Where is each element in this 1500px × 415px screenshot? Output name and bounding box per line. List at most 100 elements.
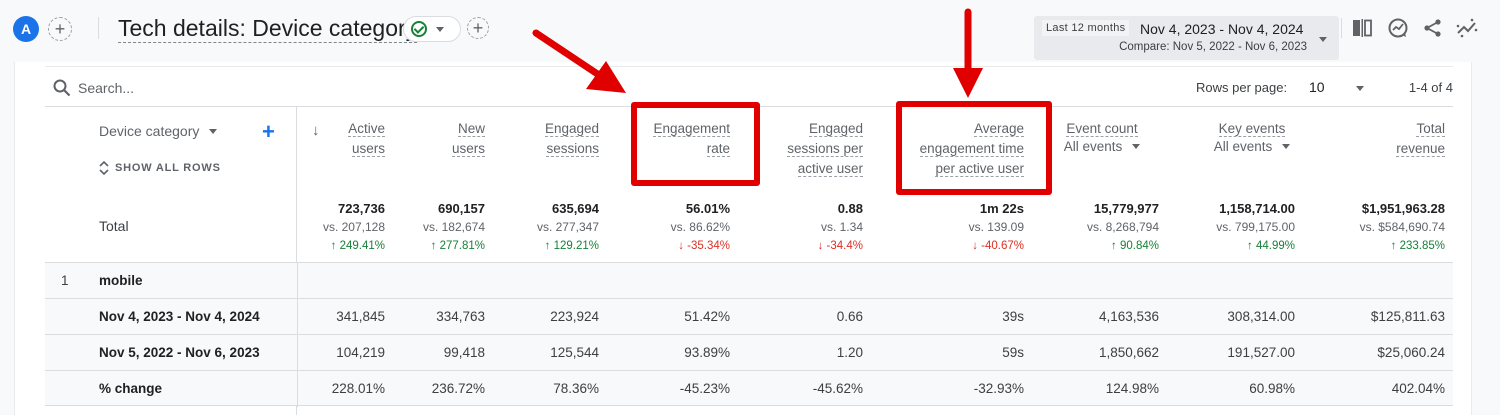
add-filter-button[interactable]: + <box>467 17 489 39</box>
column-divider <box>297 263 298 299</box>
show-all-rows-button[interactable]: SHOW ALL ROWS <box>99 161 221 175</box>
dimension-column <box>45 107 297 415</box>
cell: 223,924 <box>550 309 599 324</box>
header-text: sessions <box>546 141 599 157</box>
column-header-engaged-sessions-per-user[interactable]: Engaged sessions per active user <box>730 119 863 179</box>
column-header-key-events[interactable]: Key events All events <box>1195 119 1309 154</box>
chevron-down-icon[interactable] <box>1356 86 1364 91</box>
compare-trend-icon[interactable] <box>1455 16 1479 40</box>
column-divider <box>297 371 298 407</box>
total-value: 635,694 <box>552 201 599 216</box>
rows-per-page-select[interactable]: 10 <box>1309 79 1325 95</box>
row-dimension: mobile <box>99 273 143 288</box>
cell: 334,763 <box>436 309 485 324</box>
avatar[interactable]: A <box>13 16 39 42</box>
annotation-highlight-engagement-rate <box>631 102 760 186</box>
header-text: revenue <box>1396 141 1445 157</box>
customize-report-icon[interactable] <box>1350 16 1374 40</box>
column-header-event-count[interactable]: Event count All events <box>1045 119 1159 154</box>
total-change: ↑ 90.84% <box>1111 240 1159 252</box>
total-new-users: 690,157 vs. 182,674 ↑ 277.81% <box>385 199 485 256</box>
total-label: Total <box>99 218 129 234</box>
cell: 39s <box>1002 309 1024 324</box>
total-value: 1m 22s <box>979 201 1024 216</box>
show-all-rows-label: SHOW ALL ROWS <box>115 162 221 174</box>
table-row[interactable]: % change 228.01% 236.72% 78.36% -45.23% … <box>45 370 1453 407</box>
total-engaged-sessions: 635,694 vs. 277,347 ↑ 129.21% <box>485 199 599 256</box>
page-title[interactable]: Tech details: Device category <box>118 15 418 43</box>
key-event-filter-select[interactable]: All events <box>1195 139 1309 154</box>
header-text: Key events <box>1218 121 1286 137</box>
annotation-highlight-avg-engagement-time <box>896 101 1052 195</box>
table-row[interactable]: Nov 4, 2023 - Nov 4, 2024 341,845 334,76… <box>45 298 1453 335</box>
total-change: ↑ 233.85% <box>1390 240 1445 252</box>
add-dimension-button[interactable]: + <box>262 119 275 144</box>
cell: 308,314.00 <box>1227 309 1295 324</box>
total-compare: vs. 86.62% <box>670 220 730 234</box>
cell: 99,418 <box>443 345 485 360</box>
total-compare: vs. 207,128 <box>322 220 385 234</box>
divider <box>1341 18 1342 38</box>
date-range-picker[interactable]: Last 12 months Nov 4, 2023 - Nov 4, 2024… <box>1034 16 1339 60</box>
date-range-main: Nov 4, 2023 - Nov 4, 2024 <box>1140 21 1304 37</box>
date-preset-label: Last 12 months <box>1042 20 1130 36</box>
search-input[interactable] <box>78 76 478 100</box>
column-header-new-users[interactable]: New users <box>385 119 485 159</box>
header-text: Event count <box>1066 121 1138 137</box>
total-compare: vs. 139.09 <box>968 220 1024 234</box>
event-filter-select[interactable]: All events <box>1045 139 1159 154</box>
header-text: rate <box>706 141 730 157</box>
cell: 124.98% <box>1105 381 1159 396</box>
row-dimension: Nov 4, 2023 - Nov 4, 2024 <box>99 309 260 324</box>
total-engaged-sessions-per-user: 0.88 vs. 1.34 ↓ -34.4% <box>730 199 863 256</box>
chevron-down-icon <box>1282 144 1291 149</box>
total-change: ↑ 44.99% <box>1247 240 1295 252</box>
column-header-active-users[interactable]: Active users <box>285 119 385 159</box>
column-header-avg-engagement-time[interactable]: Average engagement time per active user <box>863 119 1024 179</box>
dimension-selector[interactable]: Device category <box>99 123 218 139</box>
total-change: ↓ -35.34% <box>678 240 730 252</box>
total-value: 690,157 <box>438 201 485 216</box>
column-header-total-revenue[interactable]: Total revenue <box>1335 119 1445 159</box>
cell: 1.20 <box>836 345 863 360</box>
total-compare: vs. 799,175.00 <box>1216 220 1295 234</box>
table-row[interactable]: Nov 5, 2022 - Nov 6, 2023 104,219 99,418… <box>45 334 1453 371</box>
total-change: ↑ 277.81% <box>430 240 485 252</box>
header-text: users <box>351 141 385 157</box>
column-header-engaged-sessions[interactable]: Engaged sessions <box>485 119 599 159</box>
divider <box>98 17 99 39</box>
table-toolbar: Rows per page: 10 1-4 of 4 <box>45 66 1453 107</box>
report-status-button[interactable] <box>403 16 461 42</box>
chevron-down-icon <box>1132 144 1141 149</box>
cell: 51.42% <box>684 309 730 324</box>
add-comparison-button[interactable]: + <box>48 17 72 41</box>
report-header: A + Tech details: Device category + Last… <box>0 0 1500 62</box>
header-text: Engagement <box>653 121 730 137</box>
header-text: New <box>457 121 485 137</box>
header-text: users <box>451 141 485 157</box>
header-text: active user <box>797 161 863 177</box>
annotation-arrow-icon <box>532 29 626 93</box>
total-engagement-rate: 56.01% vs. 86.62% ↓ -35.34% <box>599 199 730 256</box>
total-change: ↑ 249.41% <box>330 240 385 252</box>
cell: -45.62% <box>812 381 863 396</box>
cell: -45.23% <box>679 381 730 396</box>
event-filter-label: All events <box>1063 139 1123 154</box>
key-event-filter-label: All events <box>1213 139 1273 154</box>
table-row[interactable]: 1 mobile <box>45 262 1453 299</box>
insights-icon[interactable] <box>1386 16 1410 40</box>
rows-per-page-label: Rows per page: <box>1196 80 1288 95</box>
sort-descending-icon[interactable]: ↓ <box>312 122 320 139</box>
header-text: Total <box>1416 121 1445 137</box>
date-range-compare: Compare: Nov 5, 2022 - Nov 6, 2023 <box>1119 41 1307 53</box>
scrollbar[interactable] <box>1472 62 1500 415</box>
cell: 341,845 <box>336 309 385 324</box>
cell: 402.04% <box>1391 381 1445 396</box>
total-change: ↑ 129.21% <box>544 240 599 252</box>
row-dimension: Nov 5, 2022 - Nov 6, 2023 <box>99 345 260 360</box>
cell: 0.66 <box>836 309 863 324</box>
cell: $25,060.24 <box>1377 345 1445 360</box>
column-header-engagement-rate[interactable]: Engagement rate <box>599 119 730 159</box>
total-value: 723,736 <box>338 201 385 216</box>
share-icon[interactable] <box>1421 16 1445 40</box>
